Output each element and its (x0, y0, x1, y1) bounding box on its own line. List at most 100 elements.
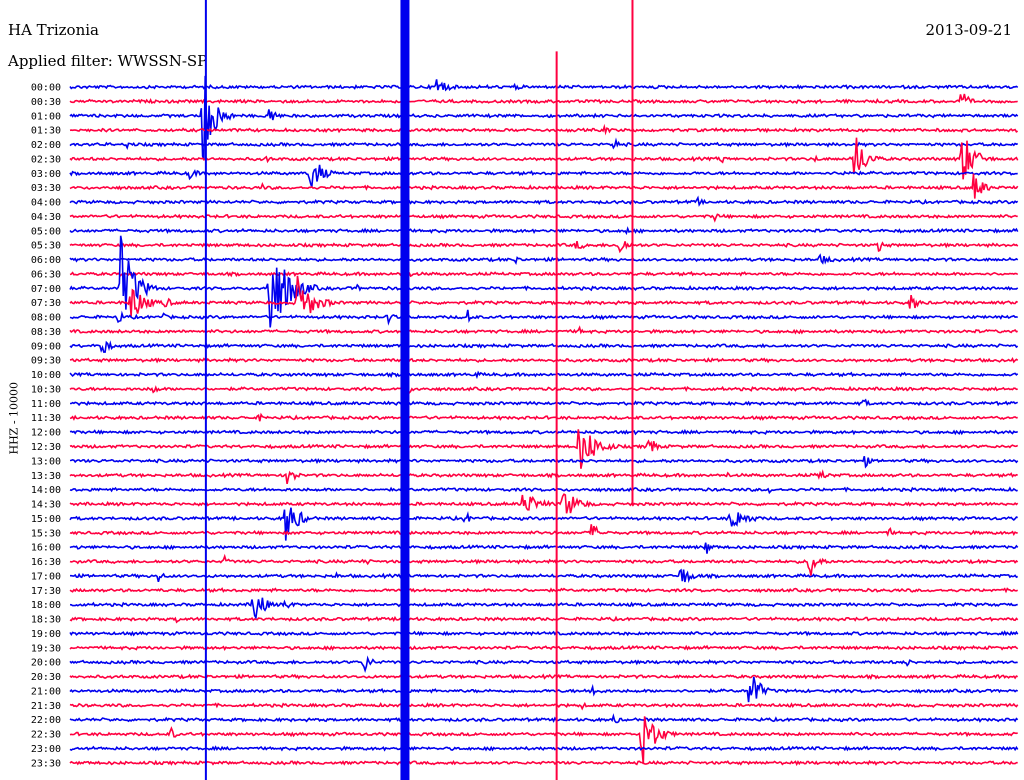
row-time-label: 03:30 (31, 183, 61, 194)
row-time-label: 00:30 (31, 97, 61, 108)
row-time-label: 08:30 (31, 327, 61, 338)
trace-line (69, 553, 1019, 576)
trace-line (69, 456, 1019, 469)
row-time-label: 22:00 (31, 715, 61, 726)
trace-line (69, 644, 1019, 652)
row-time-label: 11:30 (31, 413, 61, 424)
trace-line (69, 93, 1018, 105)
row-time-label: 21:30 (31, 701, 61, 712)
row-time-label: 11:00 (31, 399, 61, 410)
row-time-label: 09:00 (31, 341, 61, 352)
row-time-label: 16:30 (31, 557, 61, 568)
row-time-label: 05:00 (31, 226, 61, 237)
row-time-label: 18:00 (31, 600, 61, 611)
trace-line (69, 701, 1019, 711)
row-time-label: 07:00 (31, 284, 61, 295)
row-time-label: 20:30 (31, 672, 61, 683)
trace-line (69, 79, 1019, 92)
row-time-label: 12:30 (31, 442, 61, 453)
row-time-label: 19:00 (31, 629, 61, 640)
trace-line (69, 309, 1018, 326)
row-time-label: 10:30 (31, 384, 61, 395)
trace-line (69, 428, 1019, 436)
trace-line (69, 615, 1019, 624)
date-label: 2013-09-21 (925, 21, 1012, 39)
row-time-label: 07:30 (31, 298, 61, 309)
row-time-label: 21:00 (31, 686, 61, 697)
row-time-label: 20:00 (31, 658, 61, 669)
row-time-label: 06:00 (31, 255, 61, 266)
row-time-label: 01:00 (31, 111, 61, 122)
trace-line (69, 241, 1019, 254)
row-time-label: 17:30 (31, 586, 61, 597)
trace-line (69, 325, 1018, 335)
trace-line (69, 630, 1019, 637)
row-time-label: 15:30 (31, 528, 61, 539)
row-time-label: 09:30 (31, 356, 61, 367)
row-time-label: 06:30 (31, 269, 61, 280)
trace-line (69, 235, 1019, 328)
trace-line (69, 716, 1018, 765)
trace-line (69, 486, 1018, 495)
trace-line (69, 195, 1019, 207)
trace-line (69, 275, 1018, 317)
trace-line (69, 597, 1018, 621)
row-time-label: 08:00 (31, 313, 61, 324)
row-time-label: 17:00 (31, 571, 61, 582)
trace-line (69, 75, 1019, 160)
row-time-label: 02:30 (31, 154, 61, 165)
trace-line (69, 493, 1019, 514)
trace-line (69, 137, 1019, 151)
row-time-label: 16:00 (31, 543, 61, 554)
row-time-label: 13:00 (31, 456, 61, 467)
row-time-label: 23:30 (31, 758, 61, 769)
trace-line (69, 655, 1018, 674)
row-time-label: 14:00 (31, 485, 61, 496)
row-time-label: 04:00 (31, 198, 61, 209)
trace-line (69, 123, 1019, 136)
row-time-label: 15:00 (31, 514, 61, 525)
row-time-label: 18:30 (31, 615, 61, 626)
trace-line (69, 137, 1019, 180)
trace-line (69, 745, 1019, 752)
trace-line (69, 759, 1018, 767)
trace-line (69, 507, 1018, 541)
trace-line (69, 173, 1019, 199)
trace-line (69, 469, 1018, 485)
trace-line (69, 524, 1018, 537)
trace-line (69, 542, 1019, 554)
trace-line (69, 370, 1019, 380)
row-time-label: 10:00 (31, 370, 61, 381)
trace-line (69, 269, 1019, 278)
trace-line (70, 568, 1019, 584)
trace-line (70, 398, 1019, 407)
row-time-label: 04:30 (31, 212, 61, 223)
row-time-label: 01:30 (31, 126, 61, 137)
trace-line (69, 356, 1019, 364)
trace-line (69, 213, 1018, 223)
trace-line (69, 429, 1019, 469)
row-time-label: 13:30 (31, 471, 61, 482)
row-time-label: 02:00 (31, 140, 61, 151)
row-time-label: 19:30 (31, 643, 61, 654)
trace-line (69, 713, 1019, 724)
trace-line (69, 412, 1018, 422)
trace-line (69, 587, 1018, 594)
trace-line (69, 676, 1019, 703)
trace-line (69, 226, 1019, 236)
trace-line (69, 673, 1019, 680)
trace-line (69, 253, 1019, 265)
filter-subtitle: Applied filter: WWSSN-SP (8, 52, 208, 70)
row-time-label: 00:00 (31, 83, 61, 94)
row-time-label: 22:30 (31, 730, 61, 741)
row-time-label: 12:00 (31, 428, 61, 439)
trace-line (69, 340, 1019, 353)
row-time-label: 05:30 (31, 241, 61, 252)
trace-line (69, 164, 1018, 188)
station-title: HA Trizonia (8, 21, 99, 39)
row-time-label: 23:00 (31, 744, 61, 755)
row-time-label: 03:00 (31, 169, 61, 180)
row-time-label: 14:30 (31, 500, 61, 511)
trace-line (69, 385, 1018, 395)
